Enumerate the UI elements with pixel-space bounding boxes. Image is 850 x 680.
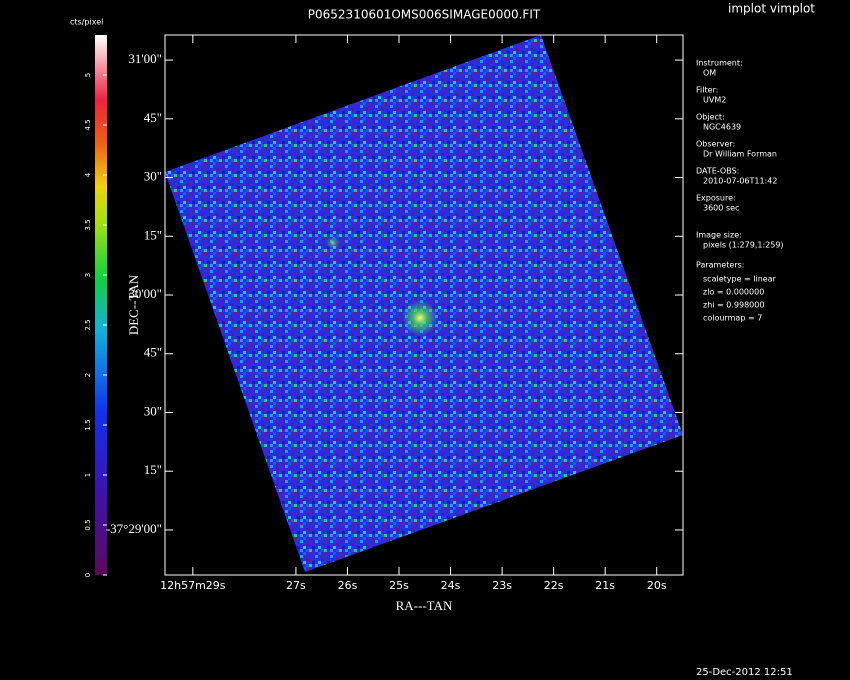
info-key: DATE-OBS: <box>696 167 739 176</box>
info-value: 3600 sec <box>703 204 739 213</box>
info-value: UVM2 <box>703 96 726 105</box>
timestamp: 25-Dec-2012 12:51 <box>696 667 793 678</box>
info-value: Dr William Forman <box>703 150 777 159</box>
colorbar-tick-label: 4 <box>84 172 92 177</box>
info-value: pixels (1:279,1:259) <box>703 241 784 250</box>
colorbar-tick-label: 2.5 <box>84 319 92 330</box>
colorbar-tick-label: 5 <box>84 73 92 77</box>
x-tick-label: 22s <box>544 579 564 592</box>
x-tick-label: 20s <box>647 579 667 592</box>
colorbar-tick-label: 2 <box>84 373 92 377</box>
info-value: OM <box>703 69 716 78</box>
x-tick-label: 12h57m29s <box>160 579 226 592</box>
colorbar-tick-label: 3 <box>84 273 92 277</box>
y-tick-label: 15" <box>144 227 162 242</box>
info-panel: Instrument:OM Filter:UVM2 Object:NGC4639 Ob… <box>696 59 784 323</box>
y-tick-label: 30" <box>144 403 162 418</box>
info-key: Exposure: <box>696 194 736 203</box>
param-line: zhi = 0.998000 <box>703 301 764 310</box>
colorbar-tick-label: 3.5 <box>84 219 92 230</box>
x-tick-label: 21s <box>595 579 615 592</box>
galaxy-core <box>402 300 438 336</box>
info-key: Instrument: <box>696 59 743 68</box>
y-tick-label: 45" <box>144 110 162 125</box>
colorbar-tick-label: 0.5 <box>84 519 92 530</box>
colorbar-tick-label: 1.5 <box>84 419 92 430</box>
plot-frame <box>164 34 684 576</box>
y-tick-label: 30" <box>144 169 162 184</box>
y-tick-label: 30'00" <box>128 286 162 301</box>
colorbar-tick-label: 0 <box>84 573 92 577</box>
x-tick-label: 27s <box>286 579 306 592</box>
info-key: Observer: <box>696 140 735 149</box>
param-line: colourmap = 7 <box>703 314 762 323</box>
param-line: scaletype = linear <box>703 275 777 284</box>
colorbar-tick-label: 4.5 <box>84 119 92 130</box>
info-key: Image size: <box>696 231 742 240</box>
plot-title: P0652310601OMS006SIMAGE0000.FIT <box>308 8 541 22</box>
param-key: Parameters: <box>696 261 744 270</box>
source <box>326 236 340 250</box>
info-value: 2010-07-06T11:42 <box>703 177 777 186</box>
x-tick-label: 24s <box>441 579 461 592</box>
y-tick-label: 31'00" <box>128 51 162 66</box>
x-tick-label: 25s <box>389 579 409 592</box>
x-axis-label: RA---TAN <box>396 598 453 613</box>
colorbar-tick-label: 1 <box>84 473 92 477</box>
y-tick-label: 15" <box>144 462 162 477</box>
y-tick-label: -37°29'00" <box>106 521 162 536</box>
colorbar-label: cts/pixel <box>70 18 103 27</box>
x-tick-label: 23s <box>492 579 512 592</box>
info-value: NGC4639 <box>703 123 741 132</box>
colorbar <box>95 35 107 575</box>
x-tick-label: 26s <box>338 579 358 592</box>
param-line: zlo = 0.000000 <box>703 288 764 297</box>
window-title: implot vimplot <box>728 2 815 16</box>
y-axis-label: DEC--TAN <box>126 274 141 335</box>
info-key: Filter: <box>696 86 718 95</box>
y-tick-label: 45" <box>144 345 162 360</box>
info-key: Object: <box>696 113 725 122</box>
